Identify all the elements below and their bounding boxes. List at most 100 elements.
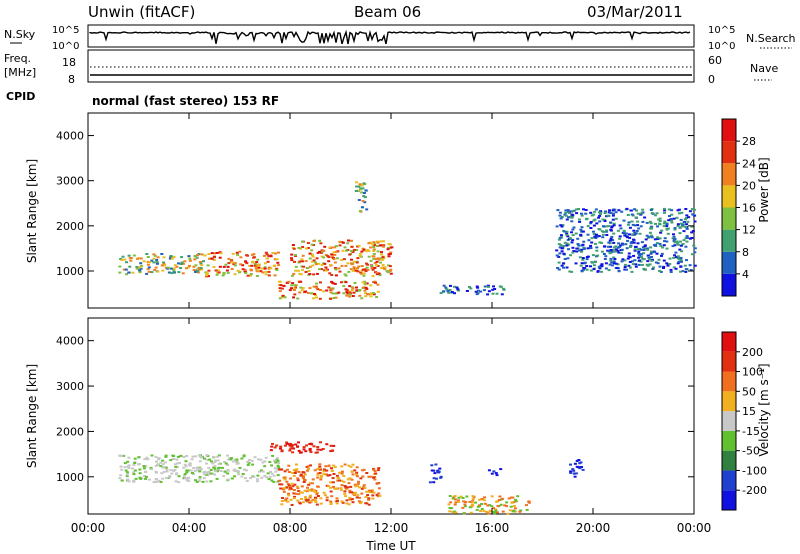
data-cell [372,491,376,494]
data-cell [348,293,352,296]
data-cell [175,473,178,476]
data-cell [301,501,305,504]
data-cell [312,285,316,288]
data-cell [603,218,607,221]
data-cell [612,212,615,215]
data-cell [639,212,643,215]
data-cell [364,295,368,298]
data-cell [439,292,443,294]
data-cell [612,246,616,249]
data-cell [663,209,667,212]
data-cell [350,289,354,292]
data-cell [290,284,294,287]
data-cell [306,469,310,472]
data-cell [344,274,348,277]
data-cell [334,274,338,277]
data-cell [319,441,322,444]
data-cell [299,491,302,494]
data-cell [673,228,677,231]
data-cell [356,270,360,273]
data-cell [468,506,472,509]
data-cell [298,260,302,263]
data-cell [269,449,273,452]
nsky-right-tick-high: 10^5 [708,25,735,36]
data-cell [320,264,324,266]
colorbar-segment [722,450,736,471]
data-cell [295,463,298,466]
data-cell [150,271,154,274]
data-cell [637,250,641,253]
data-cell [154,266,158,269]
data-cell [327,464,331,467]
data-cell [165,468,169,471]
data-cell [317,467,321,470]
data-cell [487,285,490,288]
data-cell [226,468,230,471]
data-cell [157,457,161,460]
data-cell [274,467,278,470]
data-cell [603,258,607,260]
data-cell [235,458,239,461]
data-cell [165,476,169,479]
data-cell [555,254,559,257]
data-cell [676,255,680,258]
data-cell [388,243,392,246]
data-cell [342,480,346,483]
data-cell [319,502,323,505]
data-cell [644,238,648,241]
nsearch-label: N.Search [746,32,796,45]
data-cell [145,272,149,275]
data-cell [376,283,380,286]
data-cell [627,221,631,224]
data-cell [684,208,688,210]
data-cell [276,464,280,467]
data-cell [138,270,142,273]
data-cell [154,456,158,459]
data-cell [359,271,363,274]
data-cell [132,254,136,257]
data-cell [599,264,603,267]
data-cell [323,468,326,471]
data-cell [479,290,483,293]
data-cell [627,252,631,255]
data-cell [581,230,585,233]
data-cell [609,245,612,248]
data-cell [621,258,625,261]
data-cell [480,508,484,510]
data-cell [358,183,362,186]
data-cell [316,288,320,291]
data-cell [205,274,208,277]
data-cell [169,255,173,257]
data-cell [527,501,531,504]
data-cell [309,292,313,295]
data-cell [293,293,297,296]
data-cell [263,460,267,463]
data-cell [146,268,150,271]
data-cell [612,241,616,244]
data-cell [608,209,611,212]
data-cell [335,250,339,253]
data-cell [293,254,297,256]
data-cell [512,510,516,513]
data-cell [359,477,363,480]
data-cell [629,242,633,244]
data-cell [333,267,337,269]
x-tick-label: 16:00 [475,521,510,535]
data-cell [650,234,654,237]
data-cell [251,463,255,466]
data-cell [258,470,261,473]
data-cell [513,507,517,510]
data-cell [305,490,309,493]
data-cell [371,497,375,500]
data-cell [310,260,314,263]
data-cell [580,466,583,468]
data-cell [598,267,602,270]
data-cell [265,253,269,256]
data-cell [348,290,352,293]
data-cell [353,469,357,472]
data-cell [363,196,367,199]
data-cell [606,245,610,248]
data-cell [270,464,274,467]
data-cell [246,254,249,257]
data-cell [187,255,191,258]
